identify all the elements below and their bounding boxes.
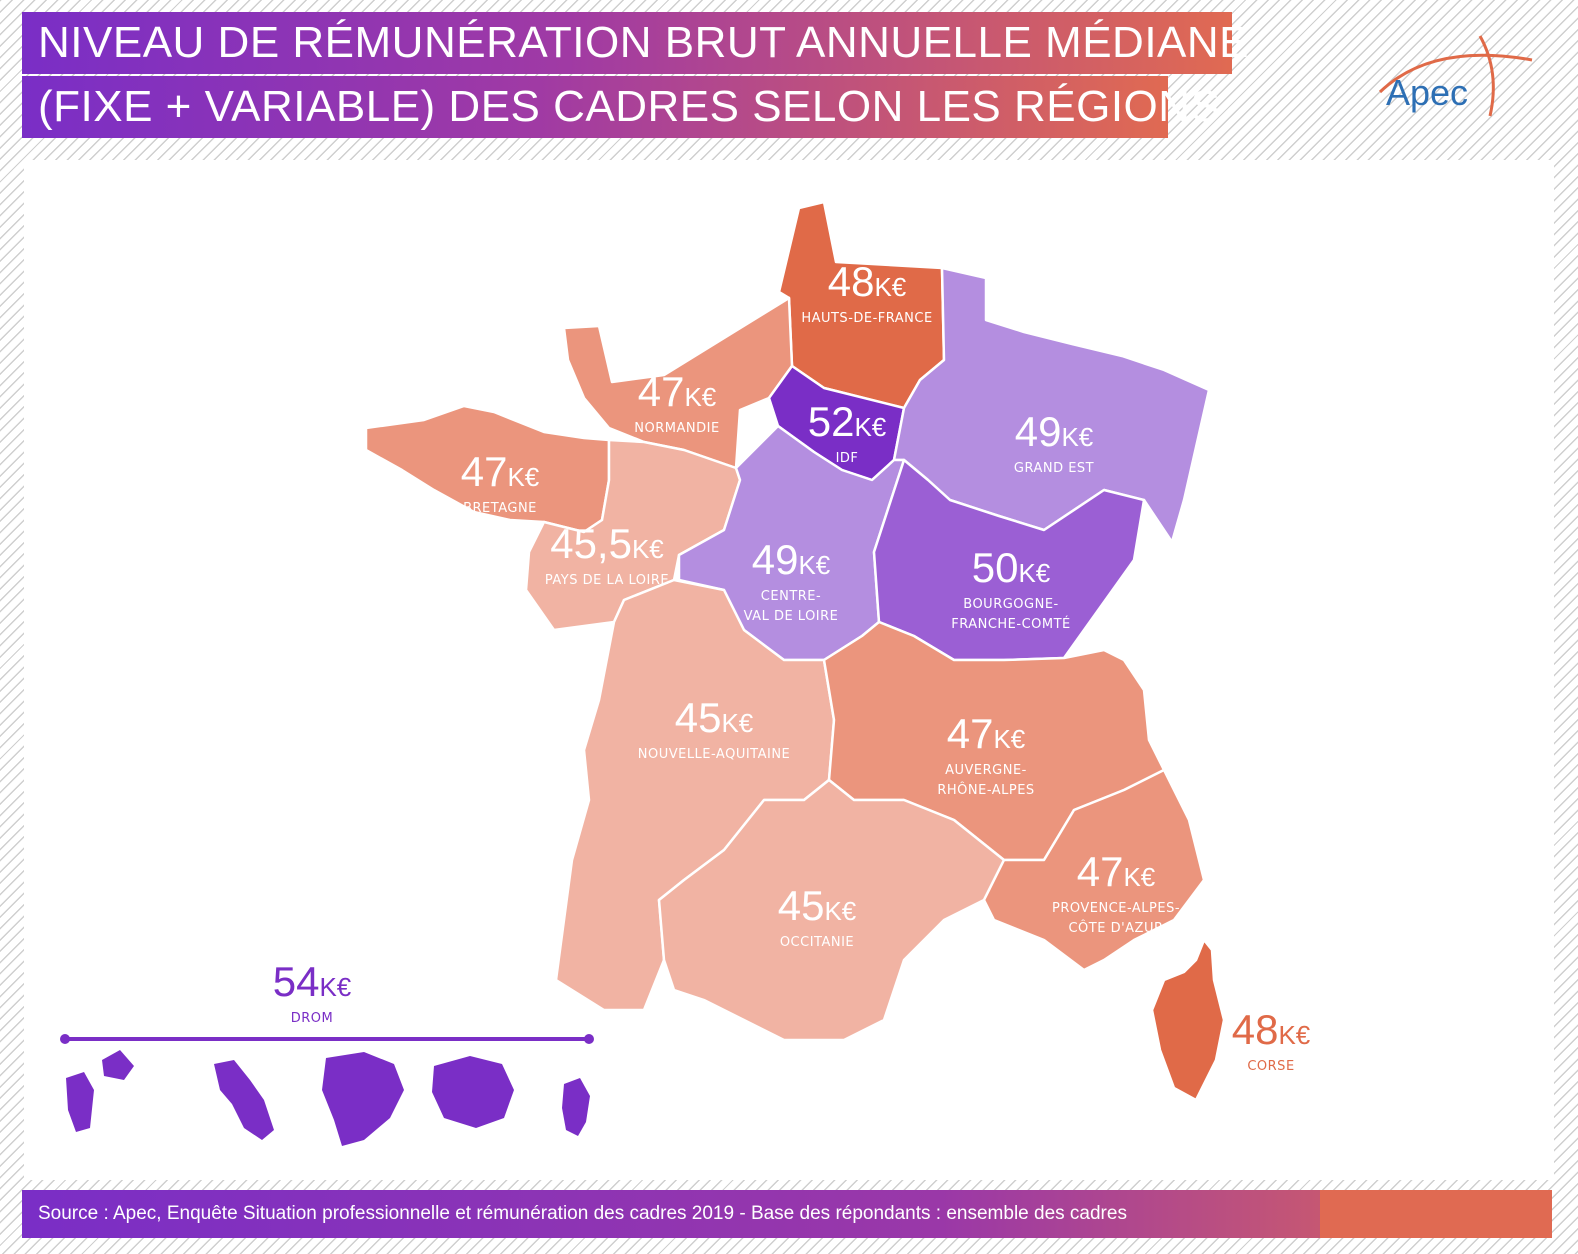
region-value-unit: K€ xyxy=(507,462,540,492)
region-value-number: 49 xyxy=(1014,408,1062,455)
region-value: 49K€ xyxy=(1014,410,1094,459)
drom-label: 54K€ DROM xyxy=(273,960,352,1029)
region-value: 45K€ xyxy=(638,696,791,745)
region-value: 47K€ xyxy=(461,450,540,499)
region-value-number: 45,5 xyxy=(550,520,632,567)
drom-value: 54K€ xyxy=(273,960,352,1009)
region-label-corse: 48K€ CORSE xyxy=(1232,1008,1311,1077)
region-value-number: 47 xyxy=(1076,848,1124,895)
region-corse xyxy=(1150,938,1226,1102)
region-label-bourgogne-franche-comte: 50K€ BOURGOGNE- FRANCHE-COMTÉ xyxy=(951,546,1071,635)
region-label-grand-est: 49K€ GRAND EST xyxy=(1014,410,1094,479)
region-label-idf: 52K€ IDF xyxy=(808,400,887,469)
region-label-bretagne: 47K€ BRETAGNE xyxy=(461,450,540,519)
france-map xyxy=(66,200,1226,1146)
drom-territory-1 xyxy=(66,1050,134,1132)
region-label-hauts-de-france: 48K€ HAUTS-DE-FRANCE xyxy=(801,260,932,329)
region-value-unit: K€ xyxy=(824,896,857,926)
region-name: PROVENCE-ALPES- xyxy=(1051,901,1181,916)
region-label-provence-alpes-cote-dazur: 47K€ PROVENCE-ALPES- CÔTE D'AZUR xyxy=(1052,850,1180,939)
region-value-unit: K€ xyxy=(684,382,717,412)
region-label-occitanie: 45K€ OCCITANIE xyxy=(778,884,857,953)
region-name: CORSE xyxy=(1247,1059,1295,1074)
region-value: 50K€ xyxy=(951,546,1071,595)
region-label-nouvelle-aquitaine: 45K€ NOUVELLE-AQUITAINE xyxy=(638,696,791,765)
drom-value-unit: K€ xyxy=(319,972,352,1002)
region-label-auvergne-rhone-alpes: 47K€ AUVERGNE- RHÔNE-ALPES xyxy=(937,712,1034,801)
region-normandie xyxy=(562,296,794,470)
region-name: AUVERGNE- xyxy=(945,763,1027,778)
drom-name: DROM xyxy=(290,1011,334,1026)
region-value-number: 48 xyxy=(827,258,875,305)
region-name: FRANCHE-COMTÉ xyxy=(951,617,1071,632)
drom-territory-5 xyxy=(562,1078,590,1136)
title-banner: NIVEAU DE RÉMUNÉRATION BRUT ANNUELLE MÉD… xyxy=(22,12,1249,140)
logo-text: Apec xyxy=(1386,72,1469,113)
region-value-number: 45 xyxy=(777,882,825,929)
title-line-2: (FIXE + VARIABLE) DES CADRES SELON LES R… xyxy=(22,76,1220,138)
source-bar: Source : Apec, Enquête Situation profess… xyxy=(22,1190,1552,1238)
region-value-unit: K€ xyxy=(1278,1020,1311,1050)
title-line-1: NIVEAU DE RÉMUNÉRATION BRUT ANNUELLE MÉD… xyxy=(22,12,1249,74)
drom-territory-4 xyxy=(432,1056,514,1128)
region-name: BRETAGNE xyxy=(463,501,537,516)
region-value-unit: K€ xyxy=(798,550,831,580)
region-name: RHÔNE-ALPES xyxy=(937,783,1035,798)
region-name: PAYS DE LA LOIRE xyxy=(544,573,670,588)
region-value-number: 52 xyxy=(807,398,855,445)
region-value-number: 50 xyxy=(971,544,1019,591)
region-label-pays-de-la-loire: 45,5K€ PAYS DE LA LOIRE xyxy=(545,522,669,591)
logo-swoosh-icon xyxy=(1378,35,1533,117)
region-value-number: 48 xyxy=(1231,1006,1279,1053)
region-value-unit: K€ xyxy=(721,708,754,738)
region-value: 47K€ xyxy=(1052,850,1180,899)
region-value: 49K€ xyxy=(744,538,839,587)
region-value-number: 47 xyxy=(637,368,685,415)
region-name: OCCITANIE xyxy=(779,935,855,950)
region-name: CENTRE- xyxy=(760,589,822,604)
apec-logo: Apec xyxy=(1372,32,1542,132)
drom-divider xyxy=(60,1034,594,1044)
region-value-unit: K€ xyxy=(874,272,907,302)
region-value: 47K€ xyxy=(634,370,719,419)
source-bar-accent xyxy=(1320,1190,1552,1238)
region-value: 52K€ xyxy=(808,400,887,449)
region-value-unit: K€ xyxy=(1123,862,1156,892)
region-value: 47K€ xyxy=(937,712,1034,761)
region-label-normandie: 47K€ NORMANDIE xyxy=(634,370,719,439)
region-value-number: 49 xyxy=(751,536,799,583)
region-value: 45K€ xyxy=(778,884,857,933)
region-value-number: 45 xyxy=(674,694,722,741)
region-name: IDF xyxy=(835,451,859,466)
region-value: 45,5K€ xyxy=(545,522,669,571)
region-value: 48K€ xyxy=(801,260,932,309)
region-value-unit: K€ xyxy=(854,412,887,442)
region-provence-alpes-cote-dazur xyxy=(982,768,1206,972)
drom-territory-3 xyxy=(322,1052,404,1146)
region-name: BOURGOGNE- xyxy=(963,597,1059,612)
region-name: VAL DE LOIRE xyxy=(743,609,839,624)
region-name: NORMANDIE xyxy=(634,421,720,436)
region-value-unit: K€ xyxy=(1018,558,1051,588)
drom-territory-2 xyxy=(214,1060,274,1140)
drom-value-number: 54 xyxy=(272,958,320,1005)
region-name: GRAND EST xyxy=(1013,461,1095,476)
map-panel: 48K€ HAUTS-DE-FRANCE 47K€ NORMANDIE 52K€ IDF 4… xyxy=(24,160,1554,1180)
region-value-unit: K€ xyxy=(1061,422,1094,452)
region-value-unit: K€ xyxy=(631,534,664,564)
region-value-unit: K€ xyxy=(993,724,1026,754)
region-name: NOUVELLE-AQUITAINE xyxy=(637,747,791,762)
source-text: Source : Apec, Enquête Situation profess… xyxy=(38,1203,1127,1224)
region-value-number: 47 xyxy=(460,448,508,495)
region-name: CÔTE D'AZUR xyxy=(1068,921,1164,936)
region-name: HAUTS-DE-FRANCE xyxy=(801,311,933,326)
region-value-number: 47 xyxy=(946,710,994,757)
region-label-centre-val-de-loire: 49K€ CENTRE- VAL DE LOIRE xyxy=(744,538,839,627)
region-value: 48K€ xyxy=(1232,1008,1311,1057)
